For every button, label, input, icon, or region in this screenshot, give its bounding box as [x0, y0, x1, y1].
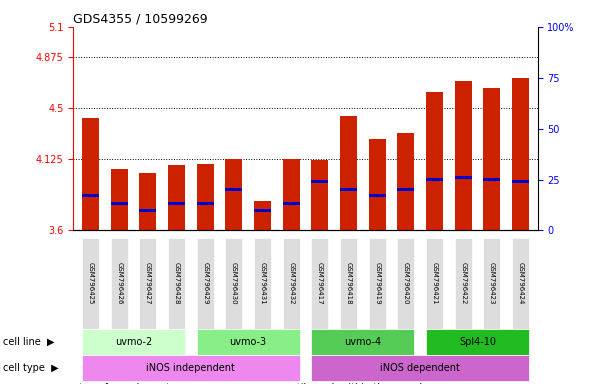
FancyBboxPatch shape — [225, 238, 243, 329]
Bar — [282, 202, 300, 205]
Text: GSM796427: GSM796427 — [145, 262, 151, 305]
Text: iNOS independent: iNOS independent — [147, 363, 235, 373]
Text: GSM796431: GSM796431 — [260, 262, 266, 305]
Bar — [512, 180, 529, 183]
FancyBboxPatch shape — [368, 238, 386, 329]
Bar — [426, 92, 443, 230]
FancyBboxPatch shape — [139, 238, 156, 329]
Text: iNOS dependent: iNOS dependent — [380, 363, 460, 373]
Text: percentile rank within the sample: percentile rank within the sample — [257, 383, 428, 384]
Bar — [168, 202, 185, 205]
Bar — [340, 116, 357, 230]
Bar — [455, 176, 472, 179]
FancyBboxPatch shape — [311, 329, 414, 355]
Text: GSM796419: GSM796419 — [374, 262, 380, 305]
Bar — [139, 174, 156, 230]
FancyBboxPatch shape — [340, 238, 357, 329]
Bar — [368, 194, 386, 197]
Text: GSM796421: GSM796421 — [431, 262, 437, 305]
Text: uvmo-2: uvmo-2 — [115, 337, 152, 347]
FancyBboxPatch shape — [483, 238, 500, 329]
FancyBboxPatch shape — [197, 238, 214, 329]
Bar — [225, 188, 243, 191]
Bar — [111, 202, 128, 205]
FancyBboxPatch shape — [311, 238, 329, 329]
Text: transformed count: transformed count — [73, 383, 170, 384]
Text: cell type  ▶: cell type ▶ — [3, 363, 59, 373]
Text: GSM796424: GSM796424 — [518, 262, 524, 305]
FancyBboxPatch shape — [397, 238, 414, 329]
FancyBboxPatch shape — [197, 329, 300, 355]
Bar — [311, 180, 329, 183]
Bar — [254, 209, 271, 212]
Text: Spl4-10: Spl4-10 — [459, 337, 496, 347]
Text: GSM796430: GSM796430 — [231, 262, 237, 305]
Text: GSM796429: GSM796429 — [202, 262, 208, 305]
Text: GSM796418: GSM796418 — [345, 262, 351, 305]
Bar — [254, 200, 271, 230]
FancyBboxPatch shape — [512, 238, 529, 329]
Bar — [397, 188, 414, 191]
Bar — [397, 133, 414, 230]
FancyBboxPatch shape — [426, 238, 443, 329]
FancyBboxPatch shape — [82, 355, 300, 381]
Bar — [168, 165, 185, 230]
Bar — [197, 164, 214, 230]
Bar — [483, 88, 500, 230]
Bar — [340, 188, 357, 191]
Text: GSM796426: GSM796426 — [116, 262, 122, 305]
Text: cell line  ▶: cell line ▶ — [3, 337, 54, 347]
Text: uvmo-3: uvmo-3 — [230, 337, 267, 347]
FancyBboxPatch shape — [426, 329, 529, 355]
Text: uvmo-4: uvmo-4 — [344, 337, 381, 347]
Text: GSM796420: GSM796420 — [403, 262, 409, 305]
Text: GSM796425: GSM796425 — [87, 262, 93, 305]
Text: GSM796428: GSM796428 — [174, 262, 180, 305]
FancyBboxPatch shape — [455, 238, 472, 329]
FancyBboxPatch shape — [168, 238, 185, 329]
Bar — [225, 159, 243, 230]
Bar — [512, 78, 529, 230]
FancyBboxPatch shape — [254, 238, 271, 329]
FancyBboxPatch shape — [282, 238, 300, 329]
FancyBboxPatch shape — [82, 238, 99, 329]
Bar — [311, 160, 329, 230]
Text: GSM796422: GSM796422 — [460, 262, 466, 305]
Bar — [483, 178, 500, 181]
Bar — [426, 178, 443, 181]
Bar — [282, 159, 300, 230]
Text: GDS4355 / 10599269: GDS4355 / 10599269 — [73, 13, 208, 26]
Bar — [111, 169, 128, 230]
FancyBboxPatch shape — [311, 355, 529, 381]
FancyBboxPatch shape — [82, 329, 185, 355]
Text: GSM796417: GSM796417 — [317, 262, 323, 305]
Bar — [368, 139, 386, 230]
Bar — [82, 194, 99, 197]
Bar — [82, 118, 99, 230]
Bar — [455, 81, 472, 230]
Text: GSM796423: GSM796423 — [489, 262, 495, 305]
Bar — [197, 202, 214, 205]
Text: GSM796432: GSM796432 — [288, 262, 294, 305]
FancyBboxPatch shape — [111, 238, 128, 329]
Bar — [139, 209, 156, 212]
